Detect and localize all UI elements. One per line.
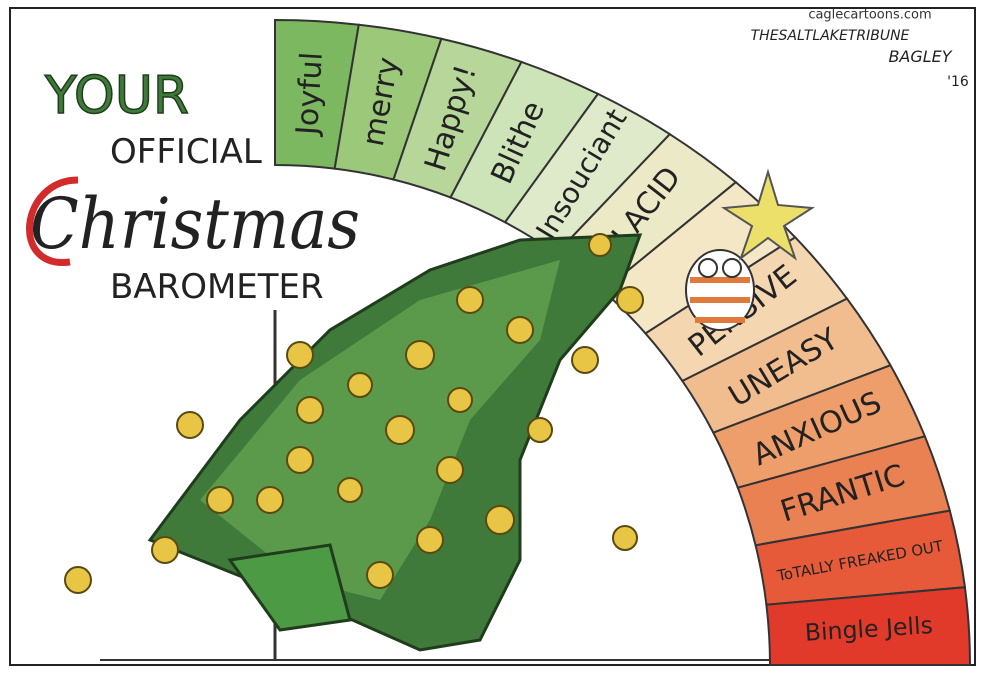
title-line1: YOUR xyxy=(44,66,189,126)
credit: caglecartoons.com xyxy=(808,8,931,23)
cartoon: JoyfulmerryHappy!BlitheInsouciantPLACIDP… xyxy=(0,0,986,674)
barometer-label: Joyful xyxy=(290,51,330,138)
title-line4: BAROMETER xyxy=(110,267,324,307)
cat xyxy=(686,250,754,330)
year: '16 xyxy=(947,74,969,90)
publication: THESALTLAKETRIBUNE xyxy=(751,28,910,44)
title-line2: OFFICIAL xyxy=(110,132,262,172)
page: JoyfulmerryHappy!BlitheInsouciantPLACIDP… xyxy=(0,0,986,674)
title-line3: Christmas xyxy=(30,183,360,265)
signature: BAGLEY xyxy=(888,47,952,66)
